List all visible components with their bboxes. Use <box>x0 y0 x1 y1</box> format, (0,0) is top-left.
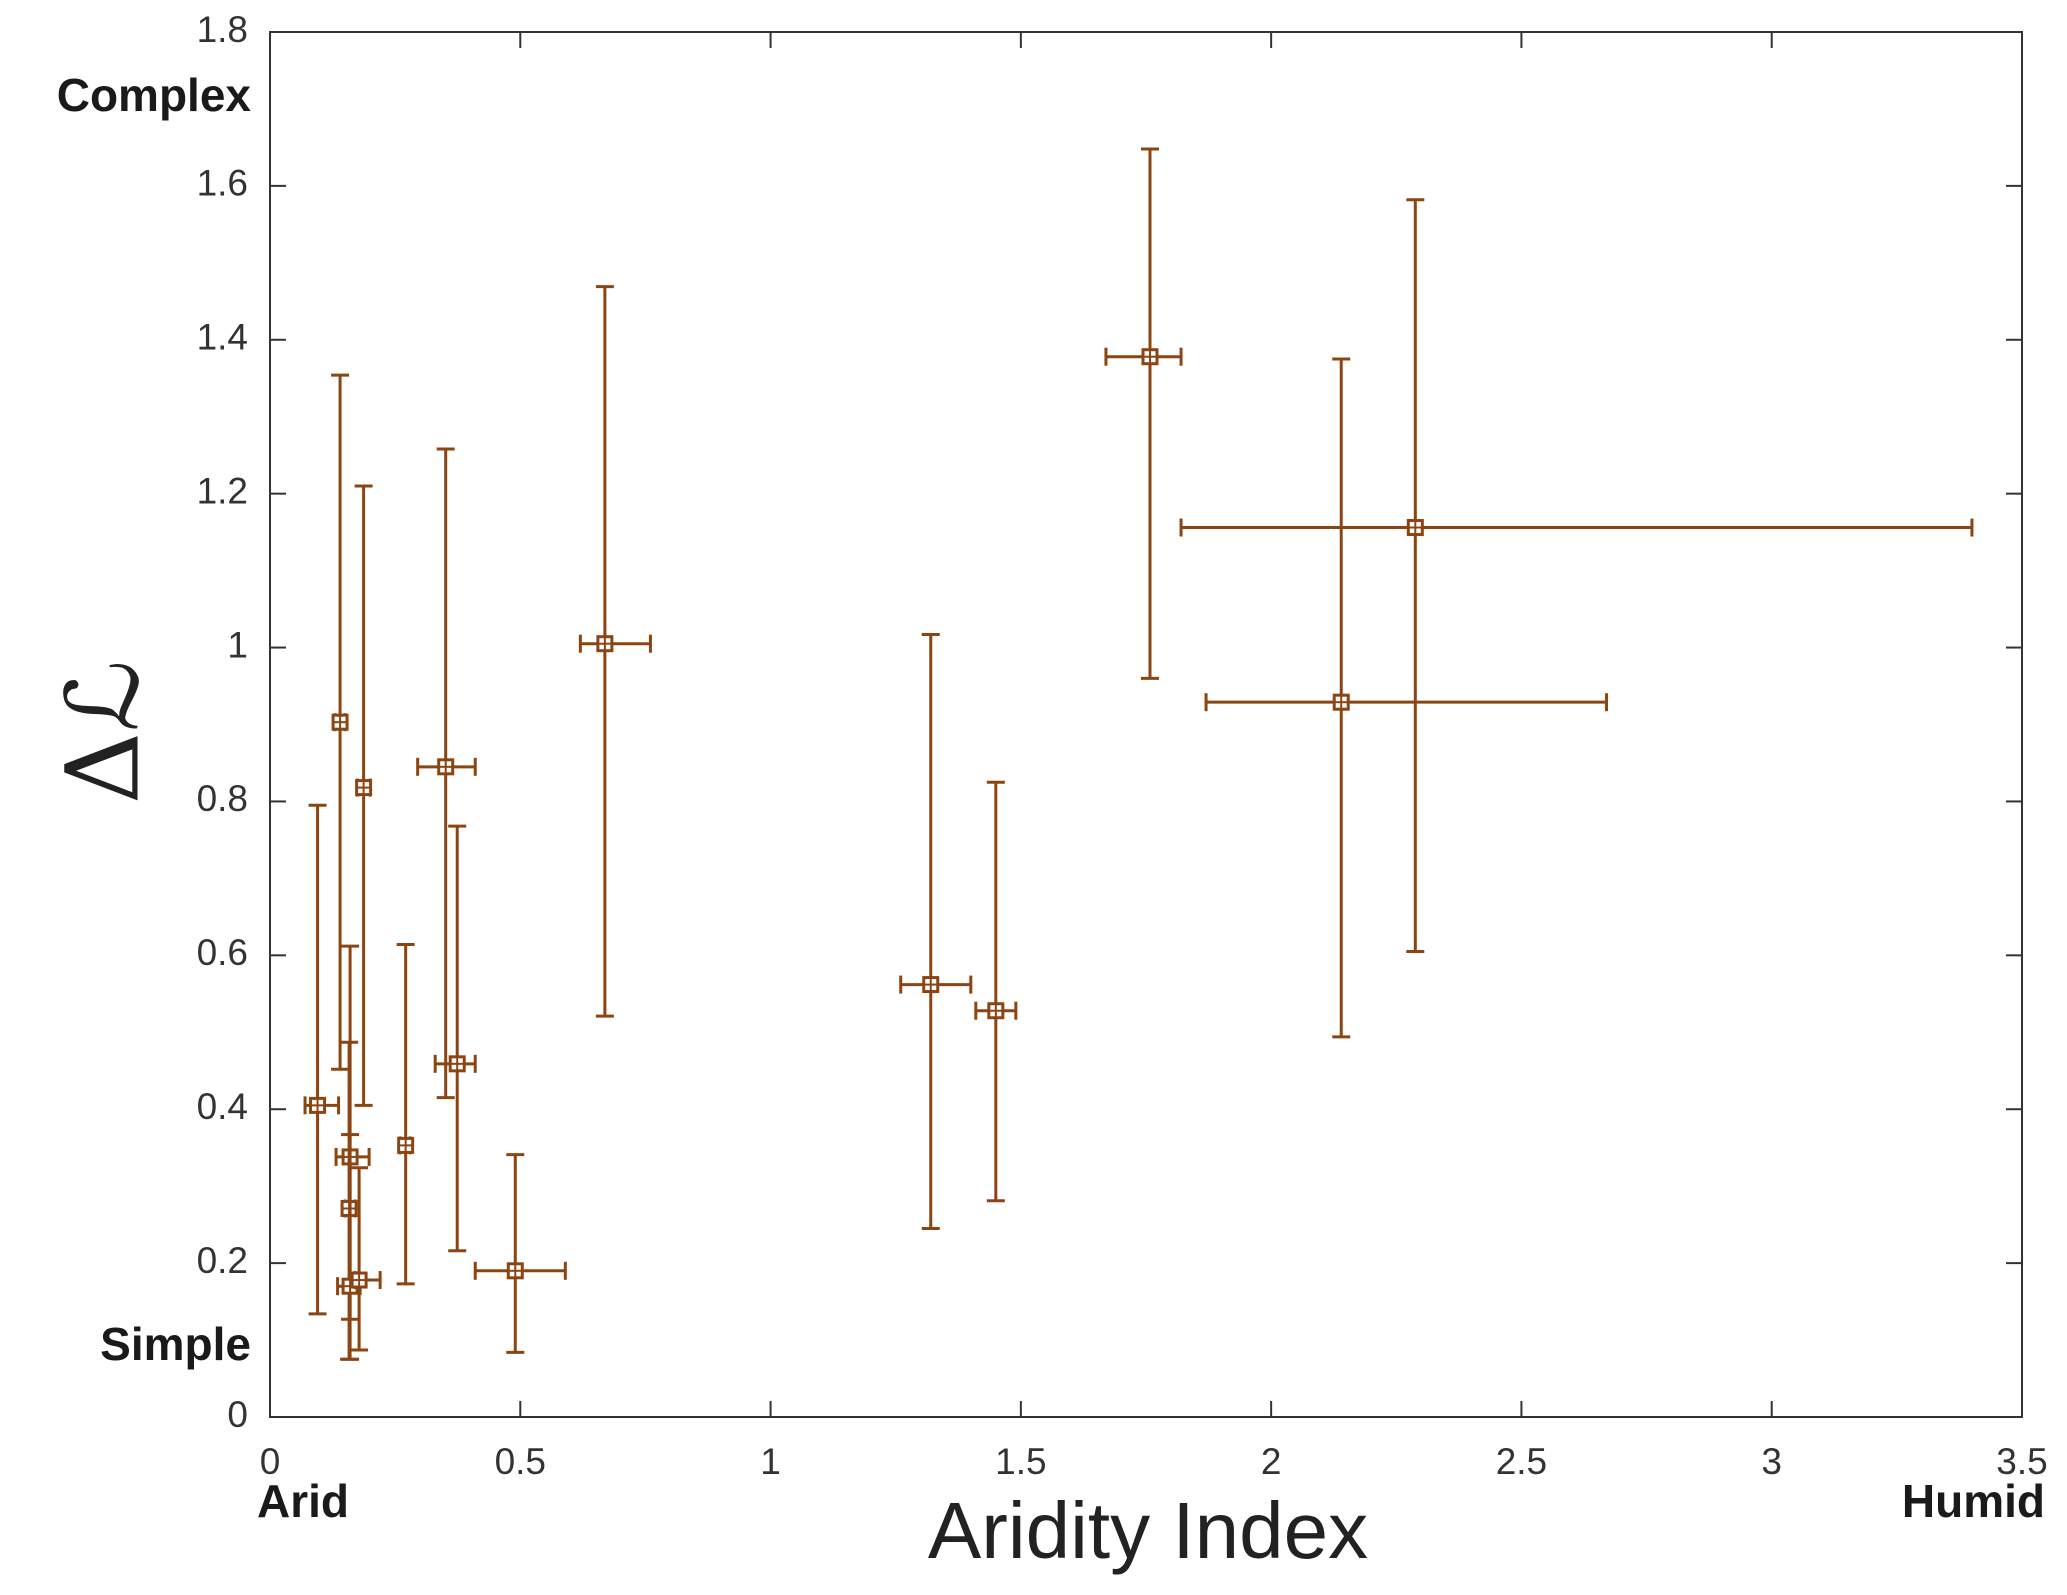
humid-label: Humid <box>1902 1475 2045 1527</box>
x-tick-label: 3.5 <box>1996 1441 2047 1482</box>
x-tick-label: 1 <box>760 1441 781 1482</box>
x-tick-label: 2 <box>1261 1441 1282 1482</box>
plot-frame <box>269 31 2023 1418</box>
y-tick-label: 0.2 <box>197 1240 248 1281</box>
y-tick-label: 1.8 <box>197 9 248 50</box>
y-tick-label: 0.8 <box>197 778 248 819</box>
simple-label: Simple <box>100 1318 251 1370</box>
x-tick-label: 1.5 <box>995 1441 1046 1482</box>
x-tick-label: 0 <box>260 1441 281 1482</box>
y-tick-label: 0 <box>227 1394 248 1435</box>
x-tick-label: 2.5 <box>1496 1441 1547 1482</box>
arid-label: Arid <box>257 1475 349 1527</box>
y-tick-label: 1.6 <box>197 163 248 204</box>
complex-label: Complex <box>57 69 252 121</box>
y-tick-label: 0.6 <box>197 932 248 973</box>
x-axis-label: Aridity Index <box>928 1486 1368 1575</box>
y-tick-label: 1.4 <box>197 317 248 358</box>
y-tick-label: 1.2 <box>197 470 248 511</box>
x-tick-label: 0.5 <box>495 1441 546 1482</box>
y-tick-label: 1 <box>227 624 248 665</box>
y-tick-label: 0.4 <box>197 1086 248 1127</box>
y-axis-label: Δℒ <box>45 660 162 804</box>
x-tick-label: 3 <box>1761 1441 1782 1482</box>
